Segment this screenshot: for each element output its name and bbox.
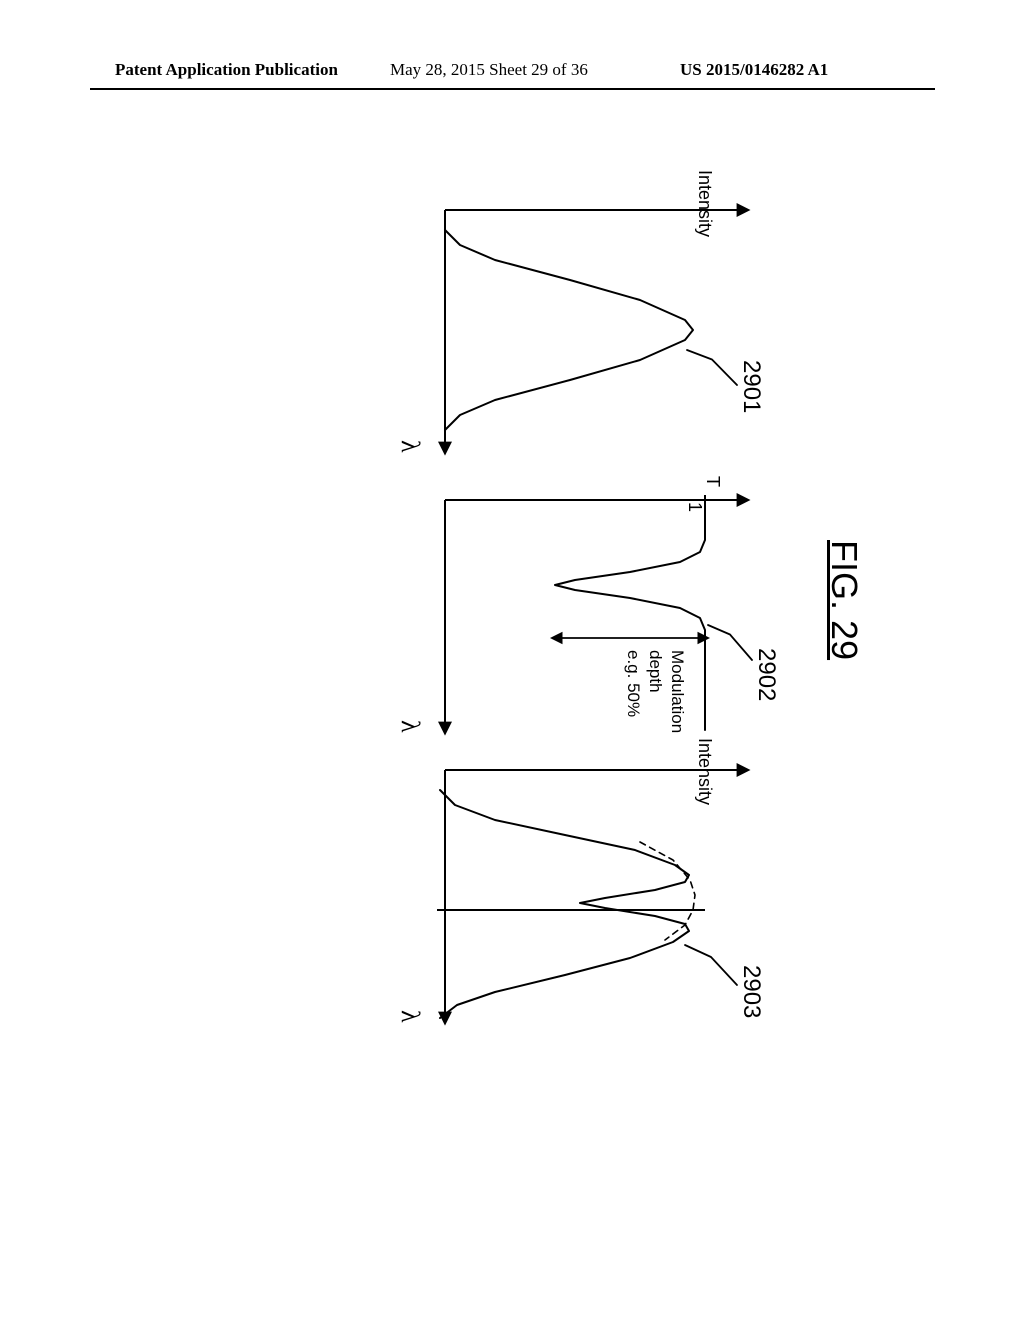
panel-2902-mod-label-0: Modulation xyxy=(667,650,687,733)
panel-2902-mod-label-2: e.g. 50% xyxy=(623,650,643,717)
page-header: Patent Application Publication May 28, 2… xyxy=(0,60,1024,90)
figure-rotated-container: FIG. 29 Intensityλ2901Tλ29021Modulationd… xyxy=(0,170,865,770)
header-rule xyxy=(90,88,935,90)
panel-2901-ylabel: Intensity xyxy=(694,170,715,237)
panel-2903-ylabel: Intensity xyxy=(694,738,715,805)
panel-2902-ref-label: 2902 xyxy=(752,648,780,701)
panel-2902-xlabel: λ xyxy=(395,720,425,733)
panel-2903-xlabel: λ xyxy=(395,1010,425,1023)
panel-2901-xlabel: λ xyxy=(395,440,425,453)
panel-2903-ref-label: 2903 xyxy=(737,965,765,1018)
panel-2902-mod-label-1: depth xyxy=(645,650,665,693)
panel-2902-ytick: 1 xyxy=(684,502,705,512)
panel-2901-ref-label: 2901 xyxy=(737,360,765,413)
header-right-text: US 2015/0146282 A1 xyxy=(680,60,828,80)
page: Patent Application Publication May 28, 2… xyxy=(0,0,1024,1320)
panel-2902-ylabel: T xyxy=(702,476,723,487)
header-mid-text: May 28, 2015 Sheet 29 of 36 xyxy=(390,60,588,80)
figure-svg xyxy=(265,170,865,1070)
header-left-text: Patent Application Publication xyxy=(115,60,338,80)
figure-canvas: FIG. 29 Intensityλ2901Tλ29021Modulationd… xyxy=(265,170,865,1070)
